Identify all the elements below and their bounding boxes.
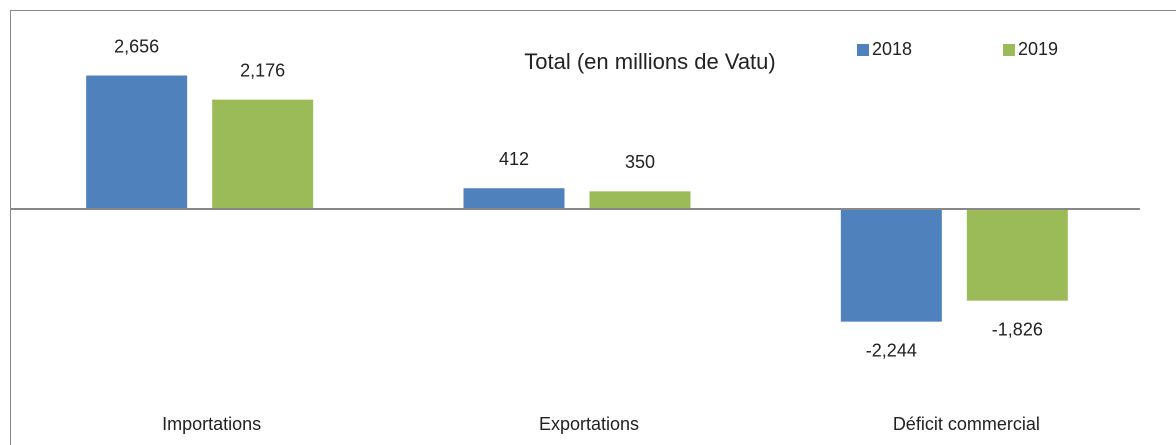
legend-swatch [857, 44, 869, 56]
bar [212, 99, 314, 209]
bar [840, 208, 942, 322]
value-label: 2,656 [114, 36, 159, 56]
legend-swatch [1003, 44, 1015, 56]
value-label: 350 [625, 152, 655, 172]
value-label: -1,826 [992, 319, 1043, 339]
x-tick-label: Importations [162, 414, 261, 434]
value-label: -2,244 [866, 340, 917, 360]
x-tick-label: Exportations [539, 414, 639, 434]
legend-label: 2018 [872, 39, 912, 59]
bar [966, 208, 1068, 301]
bar [589, 191, 691, 209]
value-label: 412 [499, 149, 529, 169]
legend-label: 2019 [1018, 39, 1058, 59]
plot-border [10, 10, 1176, 445]
chart-title: Total (en millions de Vatu) [524, 49, 776, 74]
x-tick-label: Déficit commercial [893, 414, 1040, 434]
value-label: 2,176 [240, 60, 285, 80]
bar [86, 75, 188, 209]
bar [463, 188, 565, 209]
